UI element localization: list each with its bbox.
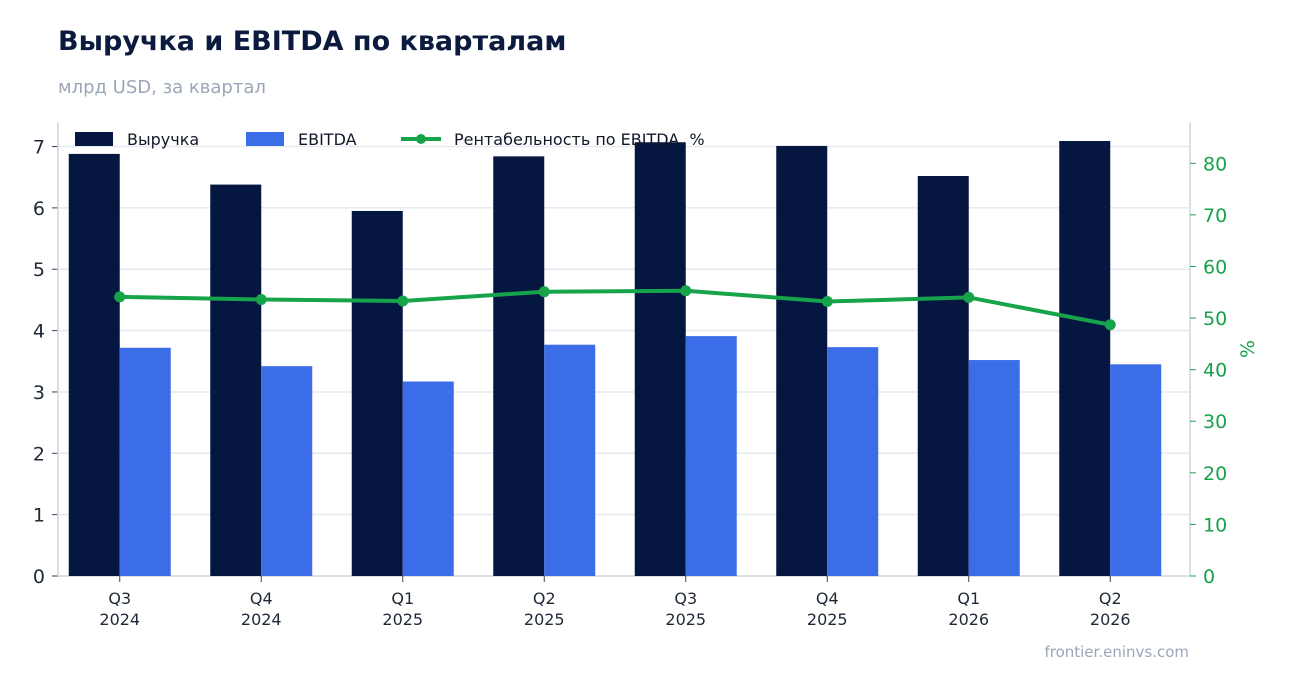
x-tick-label-quarter: Q2 [533,589,556,608]
revenue-bar [351,210,403,576]
y-left-tick-label: 0 [33,566,45,588]
margin-point [538,286,550,298]
x-tick-label-quarter: Q2 [1099,589,1122,608]
x-tick-label-year: 2025 [524,610,565,629]
revenue-bar [1059,141,1111,576]
legend-swatch-ebitda [246,132,284,146]
y-right-tick-label: 0 [1203,566,1215,588]
y-left-tick-label: 7 [33,137,45,159]
y-right-tick-label: 60 [1203,256,1227,278]
ebitda-bar [685,336,737,576]
y-right-tick-label: 50 [1203,308,1227,330]
y-left-tick-label: 3 [33,382,45,404]
y-right-tick-label: 20 [1203,463,1227,485]
y-right-tick-label: 70 [1203,205,1227,227]
legend-label-revenue: Выручка [127,130,199,149]
y-right-tick-label: 40 [1203,360,1227,382]
x-tick-label-quarter: Q4 [816,589,839,608]
x-tick-label-quarter: Q1 [391,589,414,608]
y-left-tick-label: 6 [33,198,45,220]
x-tick-label-year: 2026 [948,610,989,629]
ebitda-bar [544,344,596,576]
x-tick-label-year: 2024 [99,610,140,629]
x-tick-label-year: 2025 [665,610,706,629]
legend-label-ebitda: EBITDA [298,130,357,149]
y-left-tick-label: 2 [33,443,45,465]
chart-subtitle: млрд USD, за квартал [58,77,266,98]
margin-point [397,295,409,307]
chart-title: Выручка и EBITDA по кварталам [58,26,567,57]
x-tick-label-year: 2025 [807,610,848,629]
revenue-bar [634,142,686,576]
source-credit: frontier.eninvs.com [1044,643,1189,661]
revenue-bar [776,145,828,576]
margin-point [680,285,692,297]
margin-point [963,291,975,303]
revenue-bar [210,184,262,577]
ebitda-bar [402,381,454,576]
margin-point [255,293,267,305]
y-left-tick-label: 1 [33,505,45,527]
y-right-tick-label: 30 [1203,411,1227,433]
x-tick-label-quarter: Q1 [957,589,980,608]
legend-swatch-margin-marker [416,134,426,144]
ebitda-bar [968,360,1020,576]
y-left-tick-label: 5 [33,259,45,281]
legend-swatch-revenue [75,132,113,146]
x-tick-label-quarter: Q4 [250,589,273,608]
ebitda-bar [119,347,171,576]
y-right-tick-label: 10 [1203,514,1227,536]
y-left-tick-label: 4 [33,321,45,343]
ebitda-bar [827,347,879,576]
legend-label-margin: Рентабельность по EBITDA, % [454,130,705,149]
margin-point [114,291,126,303]
x-tick-label-year: 2025 [382,610,423,629]
x-tick-label-year: 2024 [241,610,282,629]
margin-point [821,296,833,308]
revenue-bar [493,156,545,576]
revenue-bar [68,153,120,576]
x-tick-label-quarter: Q3 [674,589,697,608]
ebitda-bar [1110,364,1162,576]
y-right-axis-label: % [1237,340,1259,358]
revenue-bar [917,175,969,576]
ebitda-bar [261,366,313,576]
y-right-tick-label: 80 [1203,153,1227,175]
margin-point [1104,319,1116,331]
x-tick-label-year: 2026 [1090,610,1131,629]
margin-line [119,288,1111,327]
x-tick-label-quarter: Q3 [108,589,131,608]
